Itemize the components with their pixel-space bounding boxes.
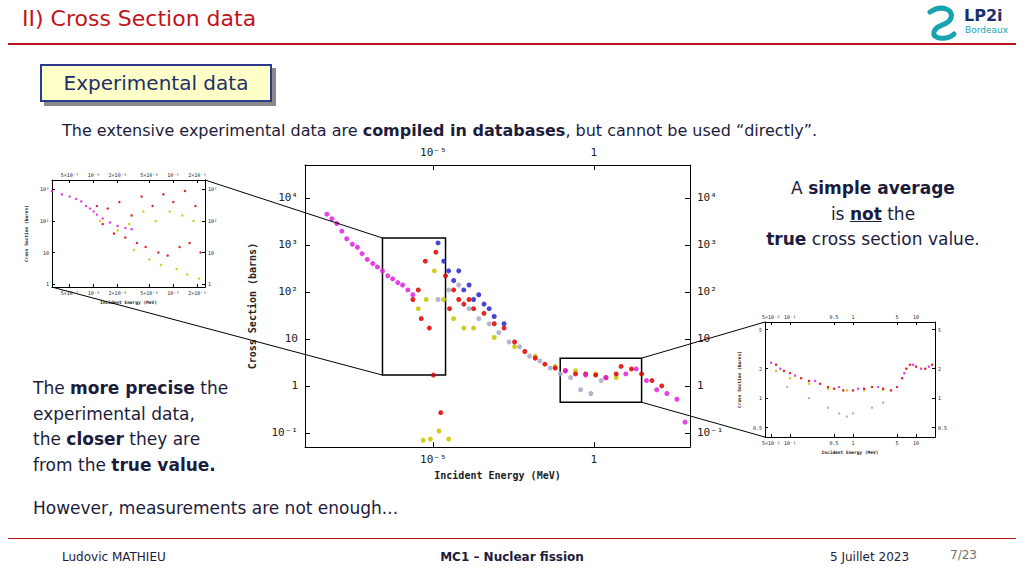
svg-text:5×10⁻⁷: 5×10⁻⁷ <box>61 172 79 178</box>
html-text:The extensive experimental dat: The extensive experimental data are comp… <box>62 121 818 140</box>
svg-text:10⁻⁵: 10⁻⁵ <box>420 146 447 159</box>
svg-text:10⁻⁶: 10⁻⁶ <box>88 290 100 296</box>
svg-text:10³: 10³ <box>697 238 717 251</box>
svg-text:10: 10 <box>208 250 214 256</box>
svg-text:10: 10 <box>913 440 919 446</box>
svg-text:5: 5 <box>938 327 941 333</box>
svg-text:1: 1 <box>46 281 49 287</box>
svg-text:2×10⁻⁶: 2×10⁻⁶ <box>109 290 127 296</box>
html-text:from the true value.: from the true value. <box>33 454 216 475</box>
svg-text:1: 1 <box>208 281 211 287</box>
html-text:II) Cross Section data: II) Cross Section data <box>22 6 257 31</box>
svg-text:2: 2 <box>759 366 762 372</box>
html-text:experimental data,: experimental data, <box>33 403 195 424</box>
svg-text:5×10⁻⁷: 5×10⁻⁷ <box>61 290 79 296</box>
html-text:LP2i: LP2i <box>964 6 1003 25</box>
html-text:MC1 – Nuclear fission: MC1 – Nuclear fission <box>440 550 584 564</box>
svg-text:10⁻⁵: 10⁻⁵ <box>420 453 447 466</box>
svg-text:10³: 10³ <box>278 238 298 251</box>
svg-text:10³: 10³ <box>208 186 217 192</box>
svg-text:1: 1 <box>852 314 855 320</box>
svg-text:10: 10 <box>697 332 710 345</box>
svg-text:10⁴: 10⁴ <box>278 191 298 204</box>
html-text:However, measurements are not: However, measurements are not enough... <box>33 498 399 518</box>
svg-text:5: 5 <box>896 314 899 320</box>
html-text:Bordeaux: Bordeaux <box>965 25 1008 35</box>
svg-text:Cross Section (barns): Cross Section (barns) <box>247 243 258 369</box>
svg-text:10⁻⁵: 10⁻⁵ <box>167 290 179 296</box>
svg-text:5×10⁻⁶: 5×10⁻⁶ <box>140 172 158 178</box>
svg-text:10²: 10² <box>208 218 217 224</box>
svg-text:Incident Energy (MeV): Incident Energy (MeV) <box>100 300 157 305</box>
svg-text:5: 5 <box>759 327 762 333</box>
svg-text:10²: 10² <box>278 285 298 298</box>
svg-text:10²: 10² <box>697 285 717 298</box>
html-text:true cross section value.: true cross section value. <box>766 229 980 249</box>
html-text:A simple average: A simple average <box>791 178 955 198</box>
html-text:Ludovic MATHIEU: Ludovic MATHIEU <box>62 550 166 564</box>
svg-text:1: 1 <box>697 379 704 392</box>
svg-text:0.5: 0.5 <box>830 314 839 320</box>
html-text:is not the: is not the <box>830 203 916 224</box>
svg-text:10: 10 <box>285 332 298 345</box>
svg-text:5×10⁻²: 5×10⁻² <box>762 440 780 446</box>
svg-text:2×10⁻⁶: 2×10⁻⁶ <box>109 172 127 178</box>
svg-text:5×10⁻²: 5×10⁻² <box>762 314 780 320</box>
svg-text:10⁴: 10⁴ <box>697 191 717 204</box>
svg-text:5: 5 <box>896 440 899 446</box>
svg-text:2: 2 <box>938 366 941 372</box>
html-text:7/23: 7/23 <box>950 548 977 562</box>
svg-text:2×10⁻⁵: 2×10⁻⁵ <box>188 290 206 296</box>
html-text:The more precise the: The more precise the <box>33 378 229 398</box>
svg-text:Incident Energy (MeV): Incident Energy (MeV) <box>434 470 560 481</box>
svg-text:0.5: 0.5 <box>938 425 947 431</box>
svg-text:0.5: 0.5 <box>753 425 762 431</box>
svg-text:1: 1 <box>852 440 855 446</box>
html-text:5 Juillet 2023: 5 Juillet 2023 <box>830 550 909 564</box>
svg-text:10⁻⁶: 10⁻⁶ <box>88 172 100 178</box>
svg-text:1: 1 <box>291 379 298 392</box>
svg-text:10: 10 <box>43 250 49 256</box>
svg-text:10⁻¹: 10⁻¹ <box>784 314 796 320</box>
svg-text:10⁻¹: 10⁻¹ <box>272 426 299 439</box>
svg-text:10⁻¹: 10⁻¹ <box>697 426 724 439</box>
svg-text:1: 1 <box>938 395 941 401</box>
svg-text:0.5: 0.5 <box>830 440 839 446</box>
html-text:the closer they are: the closer they are <box>33 429 201 449</box>
svg-text:10²: 10² <box>40 218 49 224</box>
svg-text:Cross Section (barns): Cross Section (barns) <box>737 351 742 408</box>
svg-text:10: 10 <box>913 314 919 320</box>
svg-text:1: 1 <box>590 146 597 159</box>
svg-text:1: 1 <box>590 453 597 466</box>
svg-text:1: 1 <box>759 395 762 401</box>
html-text:Experimental data: Experimental data <box>63 71 249 95</box>
svg-text:5×10⁻⁶: 5×10⁻⁶ <box>140 290 158 296</box>
svg-text:2×10⁻⁵: 2×10⁻⁵ <box>188 172 206 178</box>
svg-text:Cross Section (barns): Cross Section (barns) <box>24 205 29 262</box>
svg-text:10⁻⁵: 10⁻⁵ <box>167 172 179 178</box>
svg-text:10³: 10³ <box>40 186 49 192</box>
svg-text:10⁻¹: 10⁻¹ <box>784 440 796 446</box>
svg-text:Incident Energy (MeV): Incident Energy (MeV) <box>822 450 879 455</box>
